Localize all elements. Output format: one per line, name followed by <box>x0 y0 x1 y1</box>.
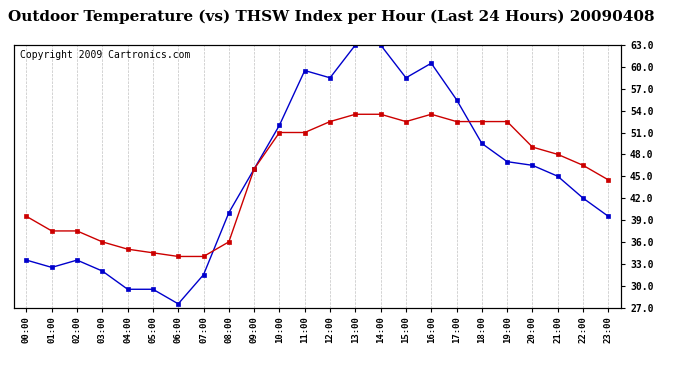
Text: Copyright 2009 Cartronics.com: Copyright 2009 Cartronics.com <box>20 50 190 60</box>
Text: Outdoor Temperature (vs) THSW Index per Hour (Last 24 Hours) 20090408: Outdoor Temperature (vs) THSW Index per … <box>8 9 655 24</box>
